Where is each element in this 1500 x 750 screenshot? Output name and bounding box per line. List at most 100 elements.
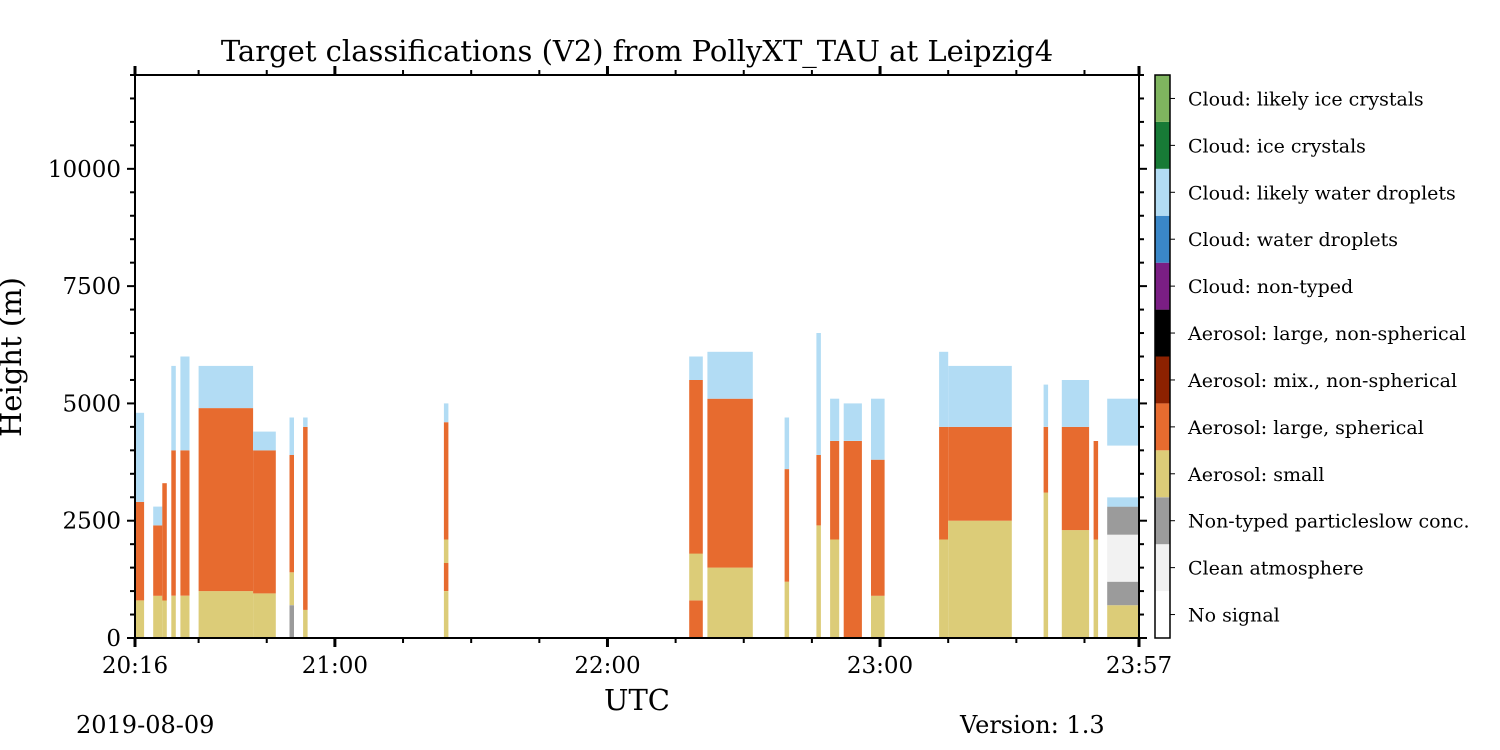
x-axis: 20:16 21:00 22:00 23:00 23:57 xyxy=(102,66,1172,679)
colorbar-label: Cloud: ice crystals xyxy=(1188,135,1366,157)
data-cell xyxy=(443,539,449,563)
data-cell xyxy=(1107,497,1139,507)
data-cell xyxy=(843,403,862,441)
colorbar-swatch xyxy=(1155,544,1170,592)
y-tick-label: 0 xyxy=(106,626,121,652)
y-tick-label: 10000 xyxy=(48,157,121,183)
colorbar-label: Cloud: likely ice crystals xyxy=(1188,88,1424,110)
data-cell xyxy=(303,609,308,638)
data-cell xyxy=(1093,441,1099,540)
data-cell xyxy=(198,365,254,409)
data-cell xyxy=(180,595,190,638)
data-cell xyxy=(180,450,190,596)
data-cell xyxy=(830,539,840,638)
data-cell xyxy=(1043,426,1049,493)
colorbar-swatch xyxy=(1155,309,1170,357)
colorbar-swatch xyxy=(1155,591,1170,638)
x-tick-label: 23:00 xyxy=(847,653,913,679)
data-cell xyxy=(171,595,176,638)
data-cell xyxy=(784,581,790,638)
data-cell xyxy=(253,593,276,638)
data-cell xyxy=(843,441,862,638)
colorbar-swatch xyxy=(1155,262,1170,310)
data-cell xyxy=(939,539,949,638)
data-cell xyxy=(707,567,753,638)
data-cell xyxy=(171,365,176,451)
data-cell xyxy=(162,483,167,601)
y-tick-label: 5000 xyxy=(62,391,121,417)
colorbar-swatch xyxy=(1155,450,1170,498)
x-tick-label: 20:16 xyxy=(102,653,168,679)
data-cell xyxy=(443,562,449,591)
data-cell xyxy=(1061,530,1090,638)
data-cell xyxy=(135,501,145,601)
plot-area xyxy=(135,333,1139,638)
data-cell xyxy=(303,417,308,427)
data-cell xyxy=(253,431,276,451)
data-cell xyxy=(689,380,703,554)
data-cell xyxy=(689,600,703,638)
data-cell xyxy=(289,605,294,638)
colorbar-label: Aerosol: mix., non-spherical xyxy=(1187,370,1457,392)
data-cell xyxy=(939,351,949,427)
colorbar-label: Aerosol: large, spherical xyxy=(1187,417,1424,439)
data-cell xyxy=(135,412,145,502)
data-cell xyxy=(289,417,294,455)
colorbar-legend: No signal Clean atmosphere Non-typed parti… xyxy=(1154,74,1470,639)
data-cell xyxy=(303,426,308,610)
data-cell xyxy=(816,455,821,526)
colorbar-label: Non-typed particleslow conc. xyxy=(1188,511,1470,533)
colorbar-label: Cloud: water droplets xyxy=(1188,229,1398,251)
colorbar-label: No signal xyxy=(1188,605,1280,627)
colorbar-swatch xyxy=(1155,215,1170,263)
data-cell xyxy=(830,441,840,540)
data-cell xyxy=(784,417,790,470)
footer-date: 2019-08-09 xyxy=(76,711,215,739)
data-cell xyxy=(1107,398,1139,446)
data-cell xyxy=(871,459,885,596)
colorbar-label: Cloud: non-typed xyxy=(1188,276,1353,298)
data-cell xyxy=(253,450,276,594)
data-cell xyxy=(707,351,753,399)
data-cell xyxy=(830,398,840,441)
x-tick-label: 23:57 xyxy=(1106,653,1172,679)
data-cell xyxy=(689,553,703,601)
data-cell xyxy=(1093,539,1099,638)
colorbar-label: Aerosol: small xyxy=(1187,464,1324,486)
y-tick-label: 7500 xyxy=(62,274,121,300)
data-cell xyxy=(1107,534,1139,582)
data-cell xyxy=(289,455,294,573)
colorbar-swatch xyxy=(1155,121,1170,169)
data-cell xyxy=(948,426,1012,521)
data-cell xyxy=(948,520,1012,638)
data-cell xyxy=(180,356,190,451)
data-cell xyxy=(135,600,145,638)
data-cell xyxy=(871,595,885,638)
data-cell xyxy=(1043,384,1049,427)
data-cell xyxy=(816,333,821,455)
colorbar-swatch xyxy=(1155,403,1170,451)
x-tick-label: 21:00 xyxy=(302,653,368,679)
data-cell xyxy=(1107,605,1139,638)
data-cell xyxy=(784,469,790,582)
data-cell xyxy=(707,398,753,568)
data-cell xyxy=(1107,445,1139,498)
data-cell xyxy=(443,422,449,540)
data-cell xyxy=(289,572,294,606)
data-cell xyxy=(198,408,254,592)
data-cell xyxy=(443,591,449,638)
data-cell xyxy=(1107,506,1139,535)
y-axis-label: Height (m) xyxy=(0,277,28,437)
data-cell xyxy=(171,450,176,596)
data-cell xyxy=(939,426,949,540)
data-cell xyxy=(153,595,163,638)
colorbar-label: Aerosol: large, non-spherical xyxy=(1187,323,1466,345)
colorbar-label: Clean atmosphere xyxy=(1188,558,1364,580)
data-cell xyxy=(153,525,163,596)
data-cell xyxy=(948,365,1012,427)
data-cell xyxy=(816,525,821,638)
colorbar-swatch xyxy=(1155,497,1170,545)
x-axis-label: UTC xyxy=(604,683,670,717)
colorbar-swatch xyxy=(1155,168,1170,216)
